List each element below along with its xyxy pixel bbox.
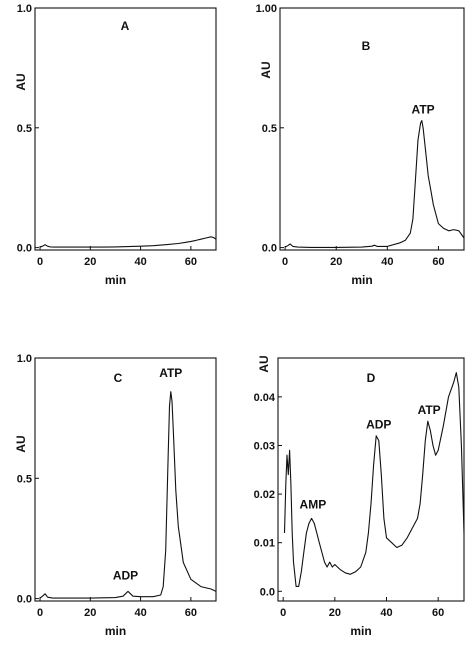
peak-label-atp: ATP <box>418 403 441 417</box>
x-tick-label: 0 <box>37 256 43 268</box>
x-axis-label: min <box>105 273 126 287</box>
panel-b: 0 20 40 60 0.0 0.5 1.00 min AU B ATP <box>256 3 465 287</box>
x-tick-label: 60 <box>432 607 444 619</box>
x-tick-label: 40 <box>134 607 146 619</box>
plot-frame-b <box>279 7 465 251</box>
panel-label-a: A <box>121 19 130 33</box>
y-tick-label: 0.0 <box>260 586 275 598</box>
y-axis-label: AU <box>14 435 28 452</box>
x-tick-label: 20 <box>84 256 96 268</box>
peak-label-amp: AMP <box>300 498 327 512</box>
plot-frame-a <box>34 7 217 251</box>
trace-line-b <box>284 120 465 248</box>
x-tick-label: 40 <box>381 256 393 268</box>
x-axis-label: min <box>105 624 126 638</box>
trace-line-d <box>283 372 465 587</box>
y-axis-label: AU <box>14 73 28 90</box>
y-tick-label: 0.5 <box>262 123 277 135</box>
x-tick-label: 40 <box>134 256 146 268</box>
x-tick-label: 0 <box>280 607 286 619</box>
x-tick-label: 0 <box>37 607 43 619</box>
y-tick-label: 0.0 <box>262 243 277 255</box>
x-tick-label: 20 <box>329 607 341 619</box>
peak-label-atp: ATP <box>159 366 182 380</box>
y-tick-label: 0.0 <box>17 594 32 606</box>
x-tick-label: 60 <box>185 256 197 268</box>
panel-label-b: B <box>362 39 371 53</box>
x-tick-label: 20 <box>330 256 342 268</box>
panel-c: 0 20 40 60 0.0 0.5 1.0 min AU C ADP ATP <box>14 353 217 638</box>
y-tick-label: 0.5 <box>17 123 32 135</box>
plot-frame-c <box>34 357 217 602</box>
x-axis-label: min <box>350 624 371 638</box>
panel-d: 0 20 40 60 0.0 0.01 0.02 0.03 0.04 min AU D AMP ADP AT… <box>254 355 465 638</box>
y-tick-label: 0.0 <box>17 243 32 255</box>
x-tick-label: 40 <box>380 607 392 619</box>
y-tick-label: 1.0 <box>17 3 32 15</box>
y-tick-label: 1.00 <box>256 3 277 15</box>
y-axis-label: AU <box>259 61 273 78</box>
plot-frame-d <box>277 357 465 602</box>
panel-a: 0 20 40 60 0.0 0.5 1.0 min AU A <box>14 3 217 287</box>
trace-line-c <box>39 391 217 599</box>
x-tick-label: 60 <box>432 256 444 268</box>
y-tick-label: 0.02 <box>254 489 275 501</box>
panel-label-c: C <box>114 371 123 385</box>
peak-label-adp: ADP <box>113 568 138 582</box>
x-tick-label: 60 <box>185 607 197 619</box>
y-tick-label: 1.0 <box>17 353 32 365</box>
x-tick-label: 20 <box>84 607 96 619</box>
x-tick-label: 0 <box>282 256 288 268</box>
trace-line-a <box>39 236 217 248</box>
peak-label-adp: ADP <box>366 417 391 431</box>
y-tick-label: 0.5 <box>17 473 32 485</box>
y-tick-label: 0.03 <box>254 440 275 452</box>
y-axis-label: AU <box>257 355 271 372</box>
y-tick-label: 0.01 <box>254 538 275 550</box>
y-tick-label: 0.04 <box>254 392 276 404</box>
panel-label-d: D <box>367 371 376 385</box>
peak-label-atp: ATP <box>412 102 435 116</box>
x-axis-label: min <box>351 273 372 287</box>
